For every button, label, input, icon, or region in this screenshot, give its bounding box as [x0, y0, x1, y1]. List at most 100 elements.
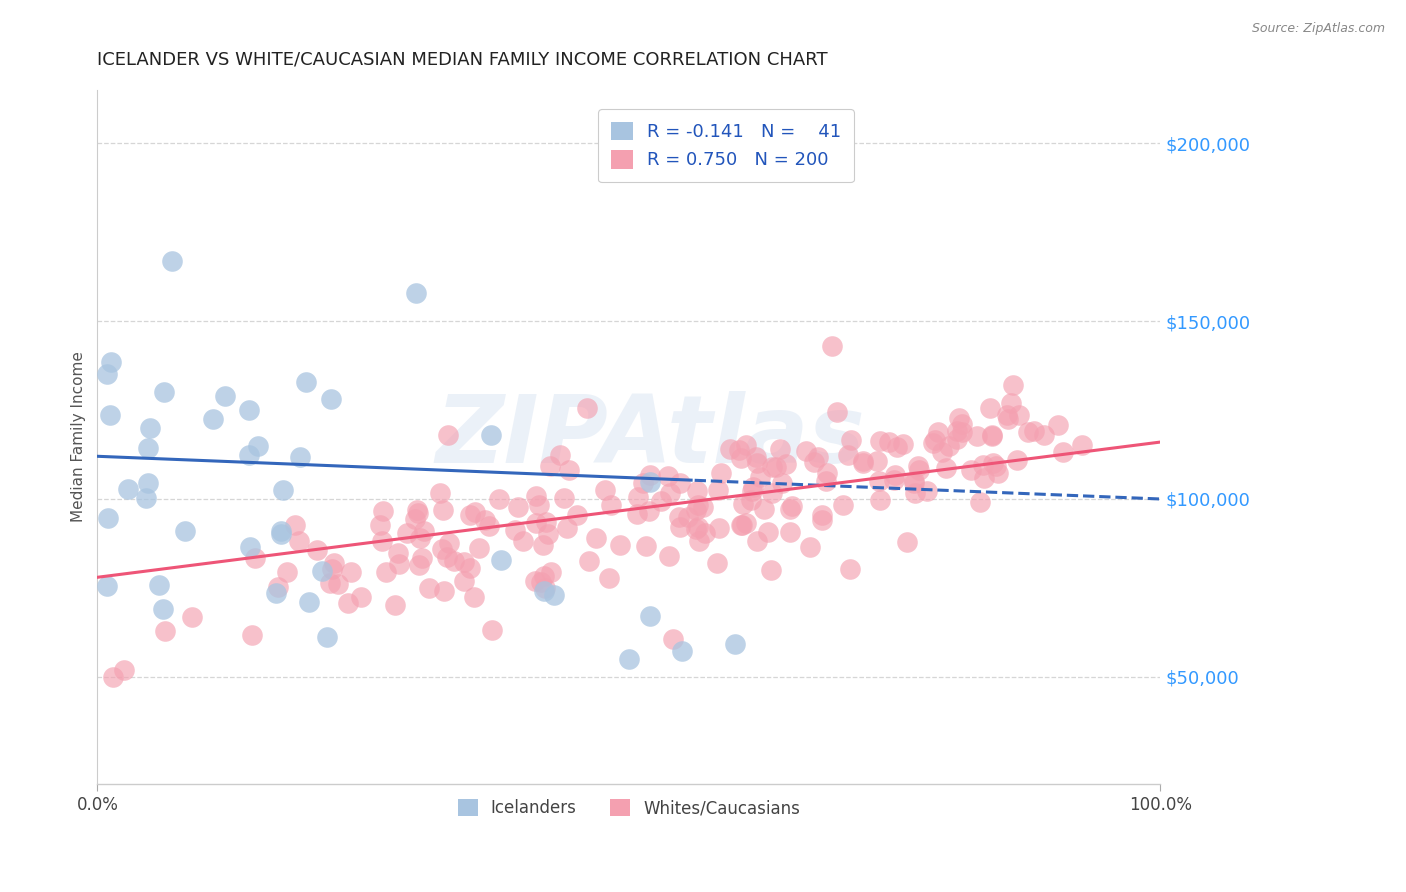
Point — [409, 531, 432, 545]
Point — [530, 575, 553, 590]
Point — [1007, 452, 1029, 467]
Point — [825, 405, 848, 419]
Point — [136, 476, 159, 491]
Point — [869, 434, 891, 449]
Point — [891, 437, 914, 451]
Point — [747, 533, 769, 548]
Point — [406, 503, 429, 517]
Point — [152, 602, 174, 616]
Point — [662, 632, 685, 646]
Point — [839, 562, 862, 576]
Point — [288, 450, 311, 464]
Point — [437, 428, 460, 442]
Point — [633, 476, 655, 491]
Point — [239, 540, 262, 554]
Point — [676, 509, 699, 524]
Point — [904, 486, 927, 500]
Point — [811, 508, 834, 523]
Point — [950, 425, 973, 440]
Point — [153, 624, 176, 638]
Point — [96, 368, 118, 382]
Point — [868, 475, 890, 489]
Point — [815, 466, 838, 480]
Point — [598, 571, 620, 585]
Point — [922, 436, 945, 450]
Point — [112, 663, 135, 677]
Point — [745, 456, 768, 470]
Point — [432, 503, 454, 517]
Point — [135, 491, 157, 505]
Point — [821, 339, 844, 353]
Point — [117, 483, 139, 497]
Point — [527, 498, 550, 512]
Point — [284, 518, 307, 533]
Point — [524, 489, 547, 503]
Point — [903, 475, 925, 489]
Point — [799, 540, 821, 554]
Point — [550, 449, 572, 463]
Point — [481, 623, 503, 637]
Point — [311, 564, 333, 578]
Point — [98, 408, 121, 422]
Point — [731, 497, 754, 511]
Point — [491, 553, 513, 567]
Point — [769, 442, 792, 456]
Point — [406, 506, 429, 520]
Point — [780, 499, 803, 513]
Point — [96, 579, 118, 593]
Point — [412, 524, 434, 538]
Point — [851, 454, 873, 468]
Point — [707, 483, 730, 497]
Point — [659, 486, 682, 500]
Point — [388, 557, 411, 571]
Point — [695, 525, 717, 540]
Point — [523, 574, 546, 588]
Point — [794, 444, 817, 458]
Point — [735, 437, 758, 451]
Point — [658, 549, 681, 563]
Point — [627, 491, 650, 505]
Point — [731, 518, 754, 533]
Point — [1008, 408, 1031, 422]
Point — [969, 495, 991, 509]
Point — [1000, 396, 1022, 410]
Point — [668, 510, 690, 524]
Point — [538, 459, 561, 474]
Point — [396, 526, 419, 541]
Point — [578, 554, 600, 568]
Point — [97, 510, 120, 524]
Point — [927, 425, 949, 439]
Point — [657, 469, 679, 483]
Point — [811, 513, 834, 527]
Point — [600, 498, 623, 512]
Point — [540, 565, 562, 579]
Point — [1024, 425, 1046, 439]
Point — [533, 568, 555, 582]
Point — [463, 590, 485, 604]
Point — [626, 508, 648, 522]
Point — [488, 491, 510, 506]
Y-axis label: Median Family Income: Median Family Income — [72, 351, 86, 522]
Point — [160, 253, 183, 268]
Text: ICELANDER VS WHITE/CAUCASIAN MEDIAN FAMILY INCOME CORRELATION CHART: ICELANDER VS WHITE/CAUCASIAN MEDIAN FAMI… — [97, 51, 828, 69]
Point — [433, 583, 456, 598]
Point — [948, 411, 970, 425]
Point — [270, 524, 292, 538]
Point — [405, 285, 427, 300]
Point — [730, 517, 752, 532]
Point — [946, 432, 969, 446]
Point — [553, 491, 575, 506]
Point — [765, 460, 787, 475]
Point — [371, 534, 394, 549]
Point — [997, 412, 1019, 426]
Point — [669, 520, 692, 534]
Point — [148, 578, 170, 592]
Point — [742, 480, 765, 494]
Point — [536, 527, 558, 541]
Point — [267, 580, 290, 594]
Point — [238, 403, 260, 417]
Point — [264, 586, 287, 600]
Point — [815, 474, 838, 488]
Point — [869, 493, 891, 508]
Point — [418, 581, 440, 595]
